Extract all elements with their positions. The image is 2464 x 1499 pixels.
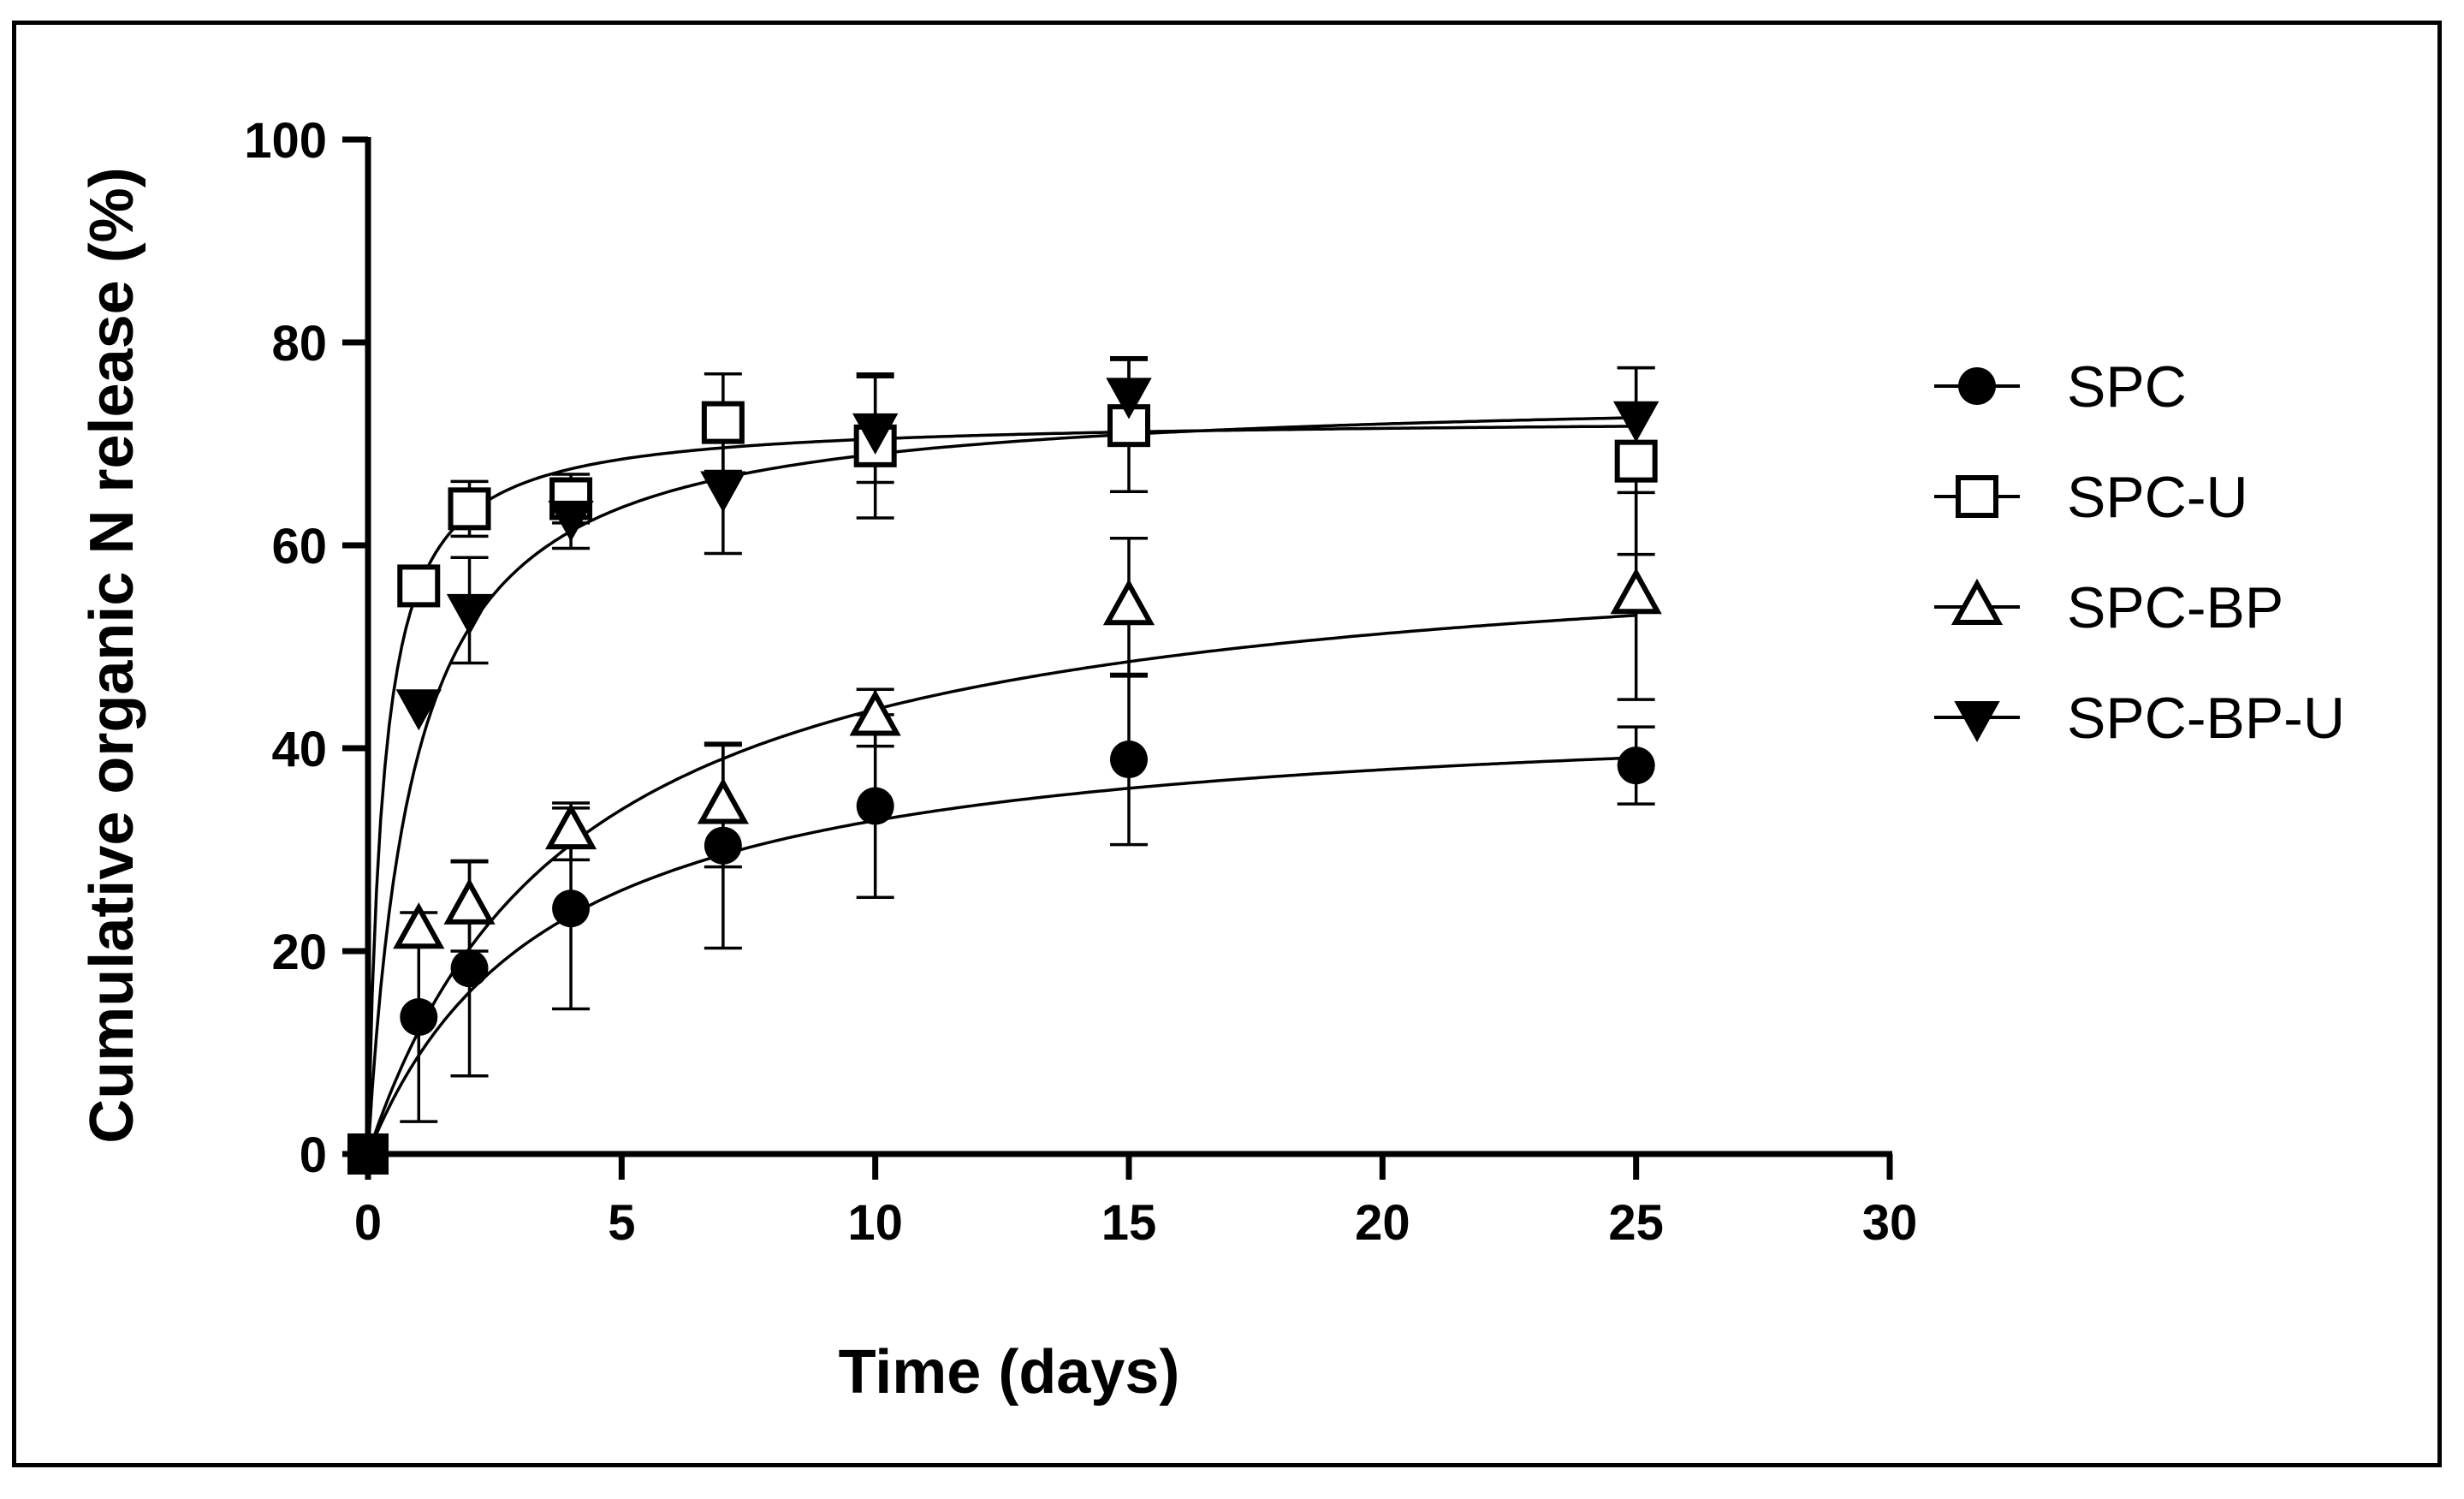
data-point-spc-u bbox=[1614, 439, 1658, 483]
y-tick-label: 20 bbox=[271, 925, 327, 980]
data-markers bbox=[347, 378, 1662, 1175]
data-point-spc-bp bbox=[697, 777, 749, 824]
legend-label: SPC bbox=[2067, 354, 2187, 419]
data-point-spc-bp-u bbox=[395, 689, 442, 731]
y-tick-label: 80 bbox=[271, 316, 327, 372]
data-point-spc bbox=[450, 949, 489, 988]
legend-marker bbox=[1950, 578, 2004, 625]
fit-curve-spc-bp-u bbox=[366, 416, 1636, 1155]
data-point-spc bbox=[704, 826, 742, 865]
data-point-spc bbox=[552, 889, 591, 928]
x-ticks: 0 5 10 15 20 25 30 bbox=[354, 1154, 1917, 1251]
y-tick-label: 40 bbox=[271, 722, 327, 777]
data-point-spc-bp-u bbox=[548, 500, 594, 542]
data-point-spc-bp-u bbox=[700, 471, 746, 513]
fit-curve-spc bbox=[366, 756, 1636, 1155]
legend-label: SPC-BP-U bbox=[2067, 686, 2345, 751]
data-point-spc-bp-u bbox=[446, 593, 493, 635]
data-point-spc bbox=[1110, 741, 1148, 779]
legend-item-spc-bp-u: SPC-BP-U bbox=[1934, 686, 2345, 751]
x-tick-label: 10 bbox=[847, 1195, 903, 1251]
x-tick-label: 25 bbox=[1608, 1195, 1664, 1251]
data-point-spc-u bbox=[701, 401, 745, 444]
x-axis-title: Time (days) bbox=[839, 1338, 1180, 1407]
legend-label: SPC-U bbox=[2067, 465, 2248, 530]
y-axis-title: Cumulative organic N release (%) bbox=[78, 167, 146, 1143]
legend-item-spc-u: SPC-U bbox=[1934, 465, 2248, 530]
data-point-spc-u bbox=[448, 487, 491, 531]
data-point-spc bbox=[400, 998, 438, 1037]
y-tick-label: 0 bbox=[300, 1127, 327, 1183]
x-tick-label: 5 bbox=[608, 1195, 635, 1251]
legend-marker bbox=[1954, 701, 2000, 743]
x-tick-label: 20 bbox=[1355, 1195, 1410, 1251]
data-point-spc-bp-u bbox=[1612, 401, 1659, 443]
data-point-spc bbox=[1617, 747, 1655, 785]
legend-item-spc-bp: SPC-BP bbox=[1934, 575, 2283, 640]
data-point-spc-u bbox=[397, 564, 441, 608]
x-tick-label: 0 bbox=[354, 1195, 382, 1251]
y-tick-label: 60 bbox=[271, 519, 327, 574]
data-point-spc-bp bbox=[393, 902, 445, 949]
axes: 0 5 10 15 20 25 30 0 20 40 60 80 100 bbox=[244, 113, 1917, 1251]
fit-curve-spc-u bbox=[366, 425, 1636, 1155]
legend-marker bbox=[1958, 367, 1996, 405]
legend-label: SPC-BP bbox=[2067, 575, 2283, 640]
y-ticks: 0 20 40 60 80 100 bbox=[244, 113, 368, 1183]
x-tick-label: 30 bbox=[1862, 1195, 1918, 1251]
data-point-spc bbox=[856, 787, 894, 825]
figure-frame bbox=[12, 21, 2442, 1467]
x-tick-label: 15 bbox=[1101, 1195, 1157, 1251]
data-point-spc-bp-u bbox=[1106, 378, 1152, 419]
legend-item-spc: SPC bbox=[1934, 354, 2187, 419]
error-bars bbox=[400, 356, 1655, 1123]
y-tick-label: 100 bbox=[244, 113, 327, 169]
fit-curves bbox=[366, 416, 1636, 1155]
data-point-spc-bp bbox=[1102, 579, 1155, 626]
data-point-spc-bp bbox=[544, 802, 597, 850]
legend-marker bbox=[1956, 475, 1998, 518]
data-point-spc-bp-u bbox=[852, 413, 899, 455]
data-point-spc-bp bbox=[849, 689, 901, 736]
legend: SPC SPC-U SPC-BP SPC-BP-U bbox=[1934, 354, 2345, 751]
data-point-spc-bp bbox=[443, 877, 496, 925]
data-point-spc-bp bbox=[1610, 568, 1662, 615]
fit-curve-spc-bp bbox=[366, 614, 1636, 1155]
